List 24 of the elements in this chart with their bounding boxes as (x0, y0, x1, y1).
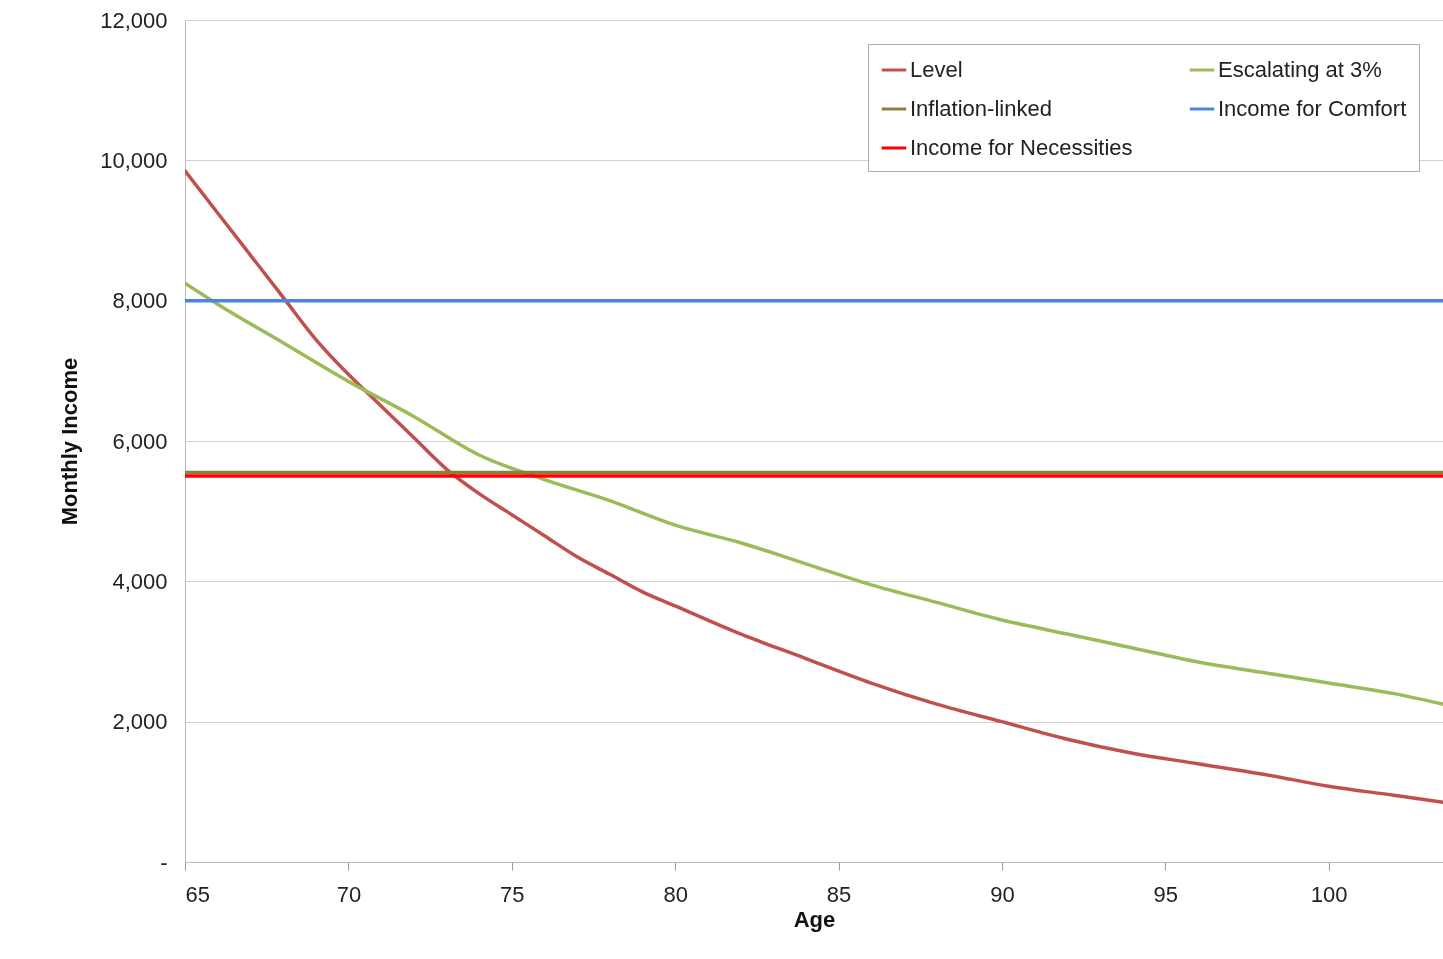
x-tick-label: 85 (826, 881, 852, 907)
x-tick-label: 75 (500, 881, 525, 907)
y-tick-label: 6,000 (112, 428, 168, 454)
x-tick-label: 100 (1310, 881, 1348, 907)
legend-label: Escalating at 3% (1218, 57, 1382, 82)
line-series (185, 281, 1443, 706)
y-tick-label: - (160, 849, 168, 875)
y-tick-label: 8,000 (112, 288, 168, 314)
legend-label: Level (910, 57, 963, 82)
legend-label: Income for Comfort (1218, 96, 1407, 121)
line-series (185, 169, 1443, 805)
x-axis-title: Age (793, 906, 836, 932)
x-tick-label: 70 (336, 881, 362, 907)
legend-label: Income for Necessities (910, 135, 1133, 160)
y-tick-label: 10,000 (100, 147, 168, 173)
y-tick-label: 2,000 (112, 709, 168, 735)
x-tick-label: 80 (663, 881, 688, 907)
legend-label: Inflation-linked (910, 96, 1052, 121)
x-tick-label: 65 (185, 881, 210, 907)
y-axis-title: Monthly Income (57, 357, 83, 526)
y-tick-label: 4,000 (112, 568, 168, 594)
x-tick-label: 90 (990, 881, 1015, 907)
y-tick-label: 12,000 (100, 7, 168, 33)
x-tick-label: 95 (1153, 881, 1178, 907)
